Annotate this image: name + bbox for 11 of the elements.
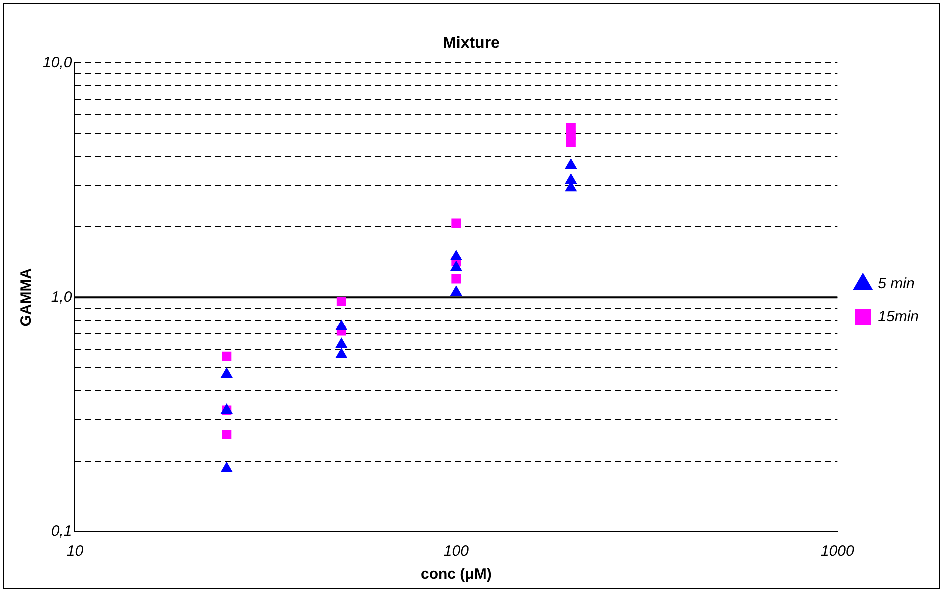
x-axis-title: conc (μM) (421, 566, 492, 584)
y-tick-label: 1,0 (51, 288, 73, 306)
y-tick-label: 10,0 (42, 54, 73, 72)
x-tick-label: 100 (444, 543, 470, 560)
y-axis-title: GAMMA (18, 268, 36, 327)
legend-label: 5 min (878, 276, 915, 293)
legend-label: 15min (878, 308, 920, 326)
chart-title: Mixture (443, 35, 500, 52)
y-tick-label: 0,1 (51, 523, 72, 540)
x-tick-label: 1000 (820, 543, 855, 560)
x-tick-label: 10 (66, 543, 84, 560)
